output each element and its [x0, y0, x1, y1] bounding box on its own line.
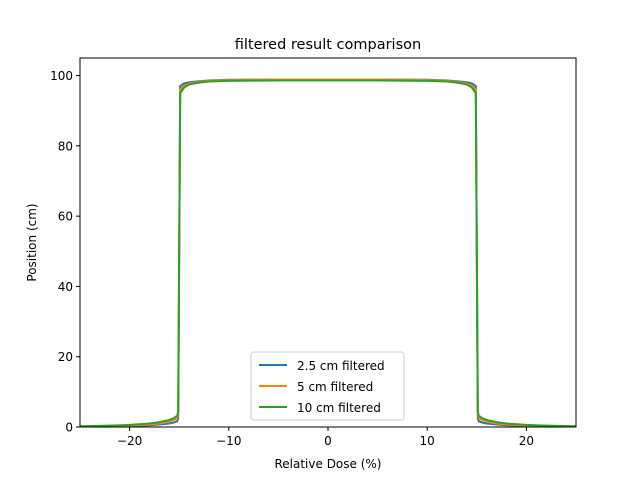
series-line-3: [80, 79, 576, 427]
x-axis-label: Relative Dose (%): [274, 457, 381, 471]
series-line-2: [80, 78, 576, 427]
x-tick-label: 10: [420, 434, 435, 448]
y-tick-label: 80: [58, 139, 73, 153]
y-tick-label: 20: [58, 350, 73, 364]
y-axis-label: Position (cm): [25, 203, 39, 281]
legend-label-series-2: 5 cm filtered: [297, 380, 373, 394]
legend: 2.5 cm filtered 5 cm filtered 10 cm filt…: [250, 351, 405, 421]
x-tick-label: −20: [117, 434, 142, 448]
chart-title: filtered result comparison: [235, 37, 421, 53]
series-layer: [80, 78, 576, 427]
legend-label-series-1: 2.5 cm filtered: [297, 359, 385, 373]
y-axis: 0 20 40 60 80 100: [50, 69, 80, 435]
y-tick-label: 60: [58, 210, 73, 224]
legend-label-series-3: 10 cm filtered: [297, 401, 381, 415]
legend-frame: [250, 351, 405, 421]
x-tick-label: 0: [324, 434, 332, 448]
y-tick-label: 100: [50, 69, 73, 83]
x-axis: −20 −10 0 10 20: [117, 427, 534, 448]
x-tick-label: 20: [519, 434, 534, 448]
y-tick-label: 40: [58, 280, 73, 294]
x-tick-label: −10: [216, 434, 241, 448]
y-tick-label: 0: [65, 421, 73, 435]
